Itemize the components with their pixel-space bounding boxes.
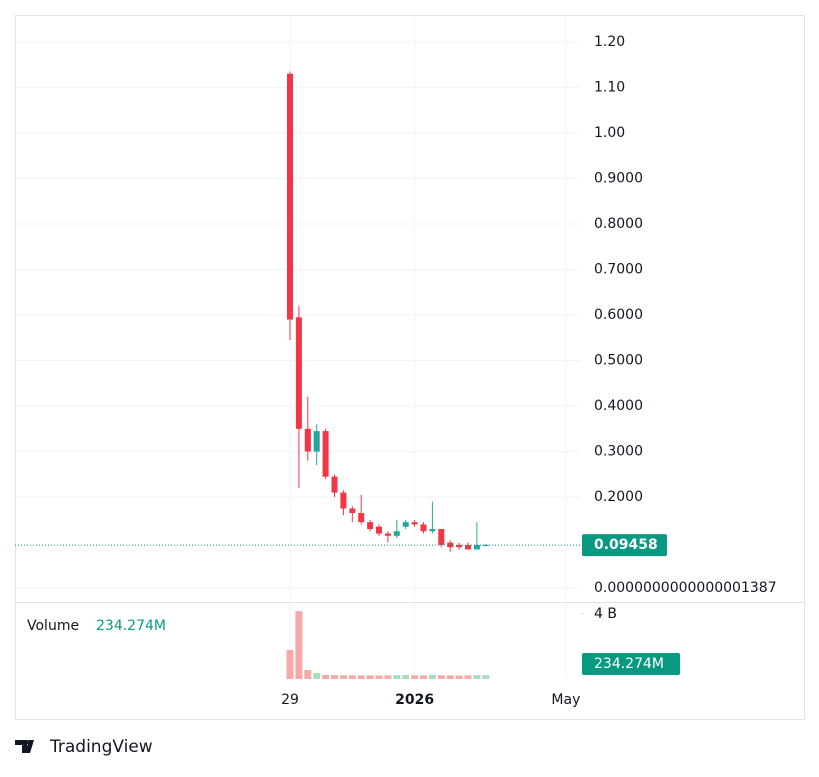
volume-bar (331, 675, 338, 679)
volume-bar (393, 675, 401, 679)
volume-bar (322, 674, 330, 679)
candle-body (287, 73, 293, 320)
volume-bar (411, 675, 419, 679)
volume-tick-label: 4 B (594, 606, 617, 622)
volume-bar (437, 675, 445, 679)
y-tick-label: 0.7000 (594, 261, 643, 277)
candle-body (482, 545, 489, 547)
volume-bar (375, 675, 383, 679)
volume-bar (366, 675, 374, 679)
volume-bar (464, 675, 472, 679)
y-tick-label: 0.3000 (594, 444, 643, 460)
last-price-label: 0.09458 (594, 537, 658, 553)
volume-bar (446, 675, 454, 679)
volume-bar (313, 672, 321, 679)
volume-bar (482, 675, 490, 679)
volume-bar (295, 611, 303, 679)
candle-body (473, 544, 480, 550)
volume-bar (348, 675, 356, 679)
candle-body (367, 522, 374, 529)
y-tick-label: 0.2000 (594, 489, 643, 505)
candle-body (438, 528, 445, 545)
volume-bar (420, 675, 427, 679)
candle-body (465, 544, 471, 550)
y-tick-label: 1.00 (594, 125, 625, 141)
candle-body (313, 431, 320, 452)
candle-body (331, 476, 338, 493)
candle-body (358, 513, 365, 523)
brand-logo (15, 740, 34, 753)
volume-tag (582, 653, 680, 675)
volume-bar (339, 675, 347, 679)
candle-body (420, 524, 427, 532)
last-price-tag (582, 534, 667, 557)
volume-bar (455, 675, 463, 679)
candle-body (376, 526, 382, 534)
brand-name: TradingView (49, 737, 153, 757)
volume-legend-value: 234.274M (96, 618, 166, 634)
y-tick-label: 1.10 (594, 79, 625, 95)
volume-tag-label: 234.274M (594, 656, 664, 672)
candle-body (304, 428, 311, 452)
candle-body (384, 533, 391, 536)
frame (15, 15, 805, 720)
volume-bar (384, 675, 392, 679)
x-tick-label: May (551, 692, 580, 708)
volume-bar (402, 674, 410, 679)
candle-body (402, 522, 409, 527)
y-tick-label: 0.8000 (594, 216, 643, 232)
volume-bar (428, 674, 436, 679)
x-tick-label: 29 (281, 692, 299, 708)
volume-bar (473, 675, 481, 679)
candle-body (429, 528, 436, 532)
y-tick-label: 0.0000000000000001387 (594, 580, 777, 596)
candle-body (322, 431, 329, 477)
volume-bar (286, 650, 294, 679)
candle-body (456, 544, 463, 548)
volume-legend-name: Volume (27, 618, 79, 634)
candle-body (411, 522, 418, 525)
candle-body (393, 531, 400, 536)
y-tick-label: 1.20 (594, 34, 625, 50)
y-tick-label: 0.6000 (594, 307, 643, 323)
volume-bar (304, 670, 312, 679)
volume-bar (357, 675, 365, 679)
candle-body (295, 317, 302, 429)
y-tick-label: 0.9000 (594, 170, 643, 186)
y-tick-label: 0.5000 (594, 353, 643, 369)
candle-body (349, 508, 356, 514)
x-tick-label: 2026 (395, 692, 434, 708)
y-tick-label: 0.4000 (594, 398, 643, 414)
candle-body (340, 492, 347, 509)
